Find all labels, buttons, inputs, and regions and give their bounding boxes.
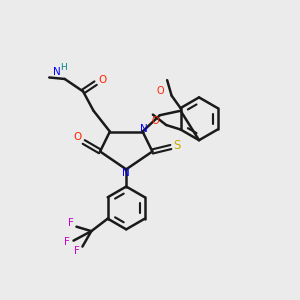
Text: F: F: [74, 246, 80, 256]
Text: S: S: [173, 139, 180, 152]
Text: N: N: [122, 168, 130, 178]
Text: N: N: [140, 124, 148, 134]
Text: O: O: [73, 132, 81, 142]
Text: F: F: [68, 218, 74, 228]
Text: F: F: [64, 237, 70, 247]
Text: O: O: [98, 75, 106, 85]
Text: O: O: [151, 116, 159, 126]
Text: O: O: [157, 86, 164, 96]
Text: H: H: [60, 63, 67, 72]
Text: N: N: [52, 68, 60, 77]
